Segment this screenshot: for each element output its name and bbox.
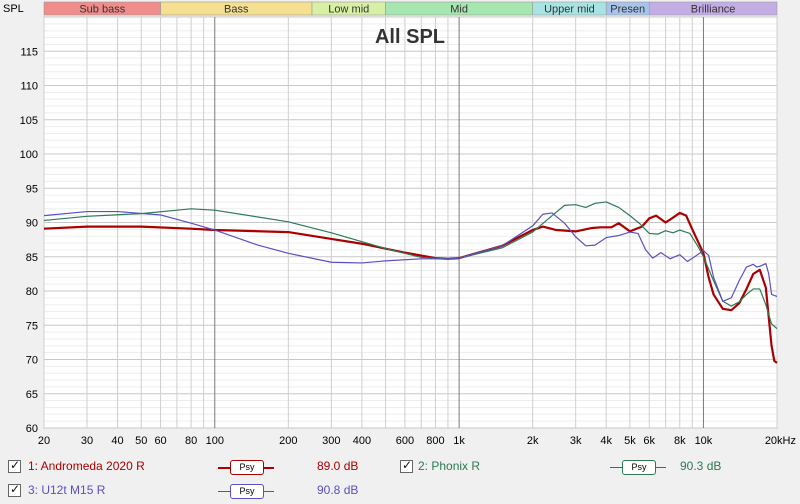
legend-panel: ✓ 1: Andromeda 2020 R Psy 89.0 dB ✓ 2: P… <box>0 452 800 504</box>
x-tick-label: 6k <box>643 435 655 447</box>
x-tick-label: 40 <box>111 435 123 447</box>
y-tick-label: 80 <box>26 286 38 298</box>
y-tick-label: 115 <box>20 46 38 58</box>
x-tick-label: 200 <box>279 435 297 447</box>
legend-value-u12t: 90.8 dB <box>317 483 359 497</box>
x-tick-label: 20kHz <box>765 435 796 447</box>
band-label-mid: Mid <box>450 4 468 16</box>
series-line-2-phonix-r <box>43 201 778 330</box>
legend-checkbox-u12t[interactable]: ✓ <box>8 482 21 497</box>
y-tick-label: 70 <box>26 355 38 367</box>
legend-item-phonix: ✓ 2: Phonix R Psy 90.3 dB <box>398 457 798 477</box>
psy-button-u12t[interactable]: Psy <box>230 484 264 499</box>
x-tick-label: 50 <box>135 435 147 447</box>
series-line-1-andromeda-2020-r <box>43 211 778 364</box>
band-label-presen: Presen <box>610 4 645 16</box>
band-label-sub-bass: Sub bass <box>79 4 125 16</box>
x-tick-label: 1k <box>453 435 465 447</box>
y-tick-label: 60 <box>26 423 38 435</box>
legend-value-andromeda: 89.0 dB <box>317 459 359 473</box>
y-tick-label: 105 <box>20 115 38 127</box>
x-tick-label: 20 <box>38 435 50 447</box>
chart-title: All SPL <box>375 26 445 48</box>
y-axis-label: SPL <box>3 3 24 15</box>
legend-label-phonix: 2: Phonix R <box>418 459 481 473</box>
x-tick-label: 8k <box>674 435 686 447</box>
x-tick-label: 5k <box>624 435 636 447</box>
legend-item-u12t: ✓ 3: U12t M15 R Psy 90.8 dB <box>6 481 386 501</box>
y-tick-label: 85 <box>26 252 38 264</box>
y-tick-label: 100 <box>20 149 38 161</box>
y-tick-label: 90 <box>26 218 38 230</box>
legend-label-u12t: 3: U12t M15 R <box>28 483 106 497</box>
x-tick-label: 30 <box>81 435 93 447</box>
x-tick-label: 2k <box>527 435 539 447</box>
psy-button-phonix[interactable]: Psy <box>622 460 656 475</box>
band-label-low-mid: Low mid <box>328 4 369 16</box>
check-icon: ✓ <box>10 482 21 496</box>
x-tick-label: 80 <box>185 435 197 447</box>
x-tick-label: 100 <box>206 435 224 447</box>
y-tick-label: 95 <box>26 183 38 195</box>
band-label-brilliance: Brilliance <box>691 4 736 16</box>
legend-label-andromeda: 1: Andromeda 2020 R <box>28 459 145 473</box>
spl-chart: Sub bass Bass Low mid Mid Upper mid Presen Bri… <box>0 0 800 452</box>
x-tick-label: 10k <box>695 435 713 447</box>
band-label-bass: Bass <box>224 4 249 16</box>
x-tick-label: 400 <box>353 435 371 447</box>
psy-button-andromeda[interactable]: Psy <box>230 460 264 475</box>
legend-checkbox-andromeda[interactable]: ✓ <box>8 458 21 473</box>
x-tick-label: 3k <box>570 435 582 447</box>
x-tick-label: 600 <box>396 435 414 447</box>
x-tick-label: 800 <box>426 435 444 447</box>
legend-item-andromeda: ✓ 1: Andromeda 2020 R Psy 89.0 dB <box>6 457 386 477</box>
check-icon: ✓ <box>10 458 21 472</box>
legend-checkbox-phonix[interactable]: ✓ <box>400 458 413 473</box>
check-icon: ✓ <box>402 458 413 472</box>
legend-value-phonix: 90.3 dB <box>680 459 722 473</box>
y-tick-label: 110 <box>20 81 38 93</box>
band-label-upper-mid: Upper mid <box>544 4 595 16</box>
x-tick-label: 300 <box>322 435 340 447</box>
x-tick-label: 4k <box>600 435 612 447</box>
band-brilliance <box>648 1 778 16</box>
series-line-3-u12t-m15-r <box>43 210 778 302</box>
y-tick-label: 65 <box>26 389 38 401</box>
y-tick-label: 75 <box>26 320 38 332</box>
x-tick-label: 60 <box>154 435 166 447</box>
